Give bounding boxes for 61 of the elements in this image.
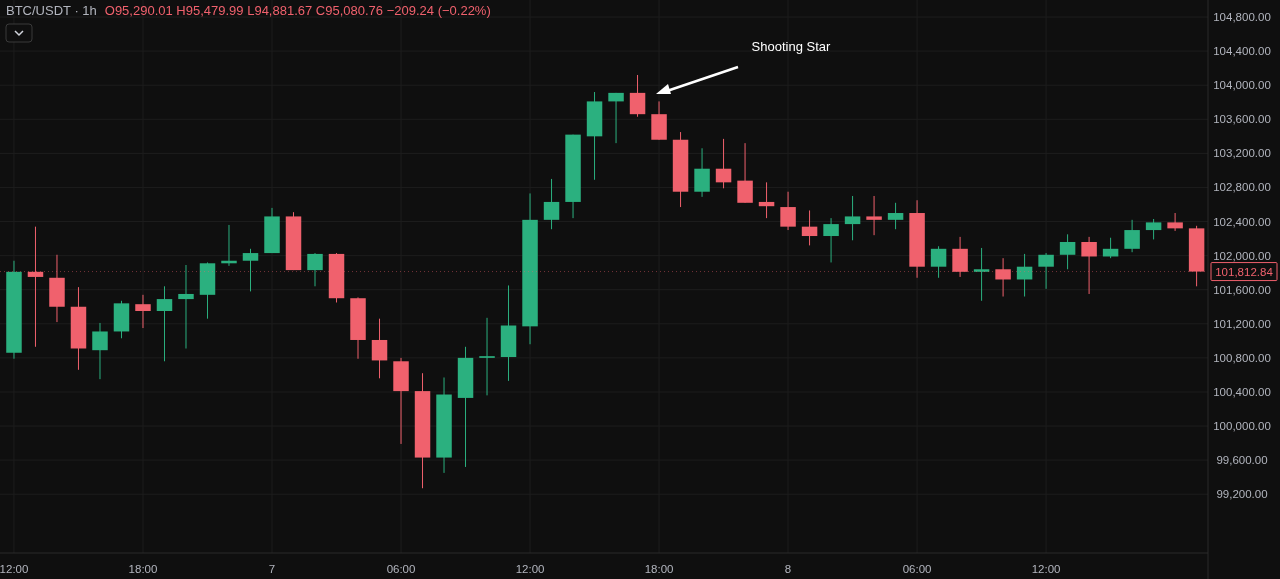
candlestick: [1145, 218, 1162, 240]
y-tick-label: 103,200.00: [1213, 147, 1271, 160]
candlestick: [92, 322, 108, 380]
candlestick: [930, 245, 947, 279]
y-tick-label: 103,600.00: [1213, 113, 1271, 126]
y-tick-label: 104,000.00: [1213, 79, 1271, 92]
candlestick: [307, 252, 323, 287]
x-tick-label: 8: [784, 563, 792, 575]
candlestick: [1081, 236, 1097, 295]
candlestick: [242, 248, 259, 292]
candlestick: [1059, 233, 1076, 270]
annotation: Shooting Star: [751, 39, 832, 54]
candlestick: [135, 294, 151, 329]
candlestick: [694, 147, 710, 198]
x-tick-label: 06:00: [386, 563, 416, 575]
y-tick-label: 102,400.00: [1213, 215, 1271, 228]
x-tick-label: 7: [268, 563, 276, 575]
y-tick-label: 99,600.00: [1216, 454, 1268, 467]
candlestick: [27, 226, 44, 348]
candlestick: [758, 181, 775, 219]
candlestick: [629, 74, 646, 118]
candlestick: [973, 247, 990, 302]
y-tick-label: 100,000.00: [1213, 420, 1271, 433]
x-tick-label: 18:00: [128, 563, 158, 575]
candlestick: [866, 195, 882, 236]
candlestick: [844, 195, 861, 241]
candlestick: [1016, 253, 1033, 298]
x-tick-label: 12:00: [0, 563, 29, 575]
candlestick: [178, 264, 194, 349]
x-tick-label: 18:00: [644, 563, 674, 575]
candlestick: [1124, 219, 1140, 253]
candlestick: [952, 236, 968, 278]
chart-subtitle: O95,290.01 H95,479.99 L94,881.67 C95,080.76 −209.24 (−0.22%): [104, 3, 491, 18]
y-tick-label: 99,200.00: [1216, 488, 1268, 501]
chart-title: BTC/USDT · 1h: [6, 3, 97, 18]
y-tick-label: 102,800.00: [1213, 181, 1271, 194]
y-tick-label: 102,000.00: [1213, 249, 1271, 262]
x-tick-label: 12:00: [515, 563, 545, 575]
candlestick: [156, 285, 173, 362]
candlestick: [1167, 212, 1183, 232]
x-tick-label: 12:00: [1031, 563, 1061, 575]
y-tick-label: 104,800.00: [1213, 11, 1271, 24]
candlestick: [887, 202, 904, 230]
candlestick: [543, 178, 560, 230]
y-tick-label: 101,600.00: [1213, 283, 1271, 296]
x-tick-label: 06:00: [902, 563, 932, 575]
y-tick-label: 104,400.00: [1213, 45, 1271, 58]
candlestick: [715, 138, 732, 189]
candlestick: [823, 217, 839, 263]
candlestick: [608, 92, 624, 144]
candlestick: [801, 209, 818, 246]
candlestick: [995, 257, 1011, 298]
candlestick: [737, 142, 753, 204]
candlestick: [371, 318, 388, 379]
y-tick-label: 100,800.00: [1213, 351, 1271, 364]
candlestick: [479, 317, 495, 396]
y-tick-label: 101,200.00: [1213, 317, 1271, 330]
candlestick: [1038, 252, 1054, 290]
y-tick-label: 100,400.00: [1213, 385, 1271, 398]
candlestick: [780, 191, 796, 231]
ref-line-label: 101,812.84: [1215, 265, 1274, 278]
